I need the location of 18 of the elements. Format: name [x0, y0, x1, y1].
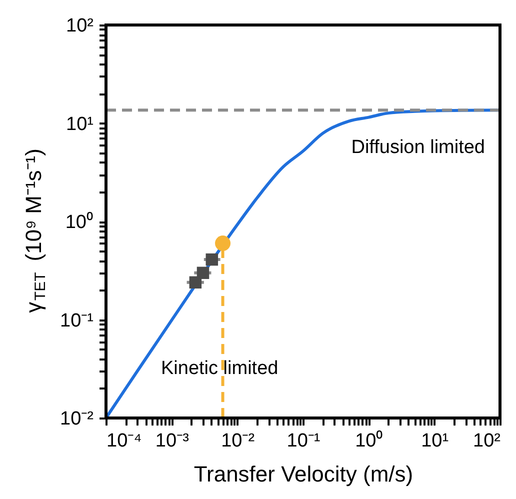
y-tick-label: 10⁻¹: [60, 310, 94, 332]
y-tick-label: 10⁻²: [60, 408, 94, 430]
y-tick-label: 10¹: [66, 114, 94, 135]
x-tick-label: 10⁻²: [221, 430, 255, 452]
annotation: Kinetic limited: [161, 358, 278, 379]
x-tick-label: 10¹: [421, 430, 449, 452]
point: [196, 266, 210, 279]
x-tick-label: 10⁰: [355, 430, 384, 452]
y-axis-title: γTET (10⁹ M⁻¹s⁻¹): [21, 148, 49, 313]
annotation: Diffusion limited: [351, 137, 485, 158]
y-tick-label: 10²: [66, 16, 94, 36]
point: [206, 253, 218, 266]
x-tick-label: 10⁻⁴: [106, 430, 142, 452]
x-axis-title: Transfer Velocity (m/s): [194, 462, 414, 486]
y-tick-label: 10⁰: [65, 211, 94, 233]
x-tick-label: 10²: [473, 430, 500, 452]
x-tick-label: 10⁻³: [155, 430, 189, 452]
x-tick-label: 10⁻¹: [286, 430, 320, 452]
